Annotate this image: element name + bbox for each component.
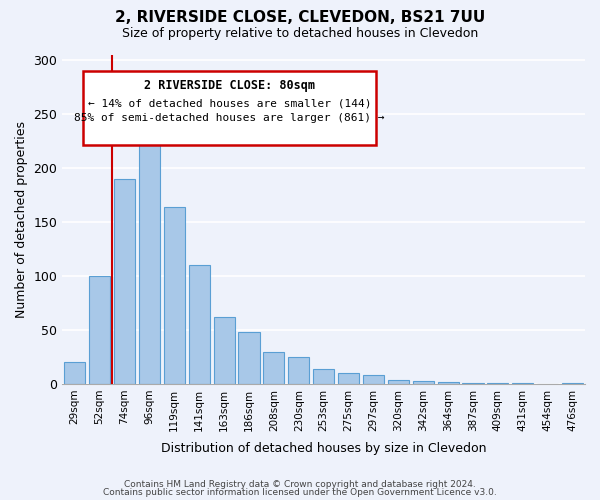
FancyBboxPatch shape	[83, 72, 376, 146]
Bar	[388, 380, 409, 384]
Bar	[413, 380, 434, 384]
Bar	[263, 352, 284, 384]
Bar	[64, 362, 85, 384]
Bar	[363, 376, 384, 384]
Text: 2, RIVERSIDE CLOSE, CLEVEDON, BS21 7UU: 2, RIVERSIDE CLOSE, CLEVEDON, BS21 7UU	[115, 10, 485, 25]
Bar	[463, 383, 484, 384]
Bar	[437, 382, 458, 384]
Bar	[89, 276, 110, 384]
Bar	[288, 357, 310, 384]
Text: 2 RIVERSIDE CLOSE: 80sqm: 2 RIVERSIDE CLOSE: 80sqm	[144, 78, 315, 92]
Bar	[188, 266, 210, 384]
Text: Contains HM Land Registry data © Crown copyright and database right 2024.: Contains HM Land Registry data © Crown c…	[124, 480, 476, 489]
Bar	[164, 207, 185, 384]
X-axis label: Distribution of detached houses by size in Clevedon: Distribution of detached houses by size …	[161, 442, 487, 455]
Bar	[114, 179, 135, 384]
Text: Size of property relative to detached houses in Clevedon: Size of property relative to detached ho…	[122, 28, 478, 40]
Bar	[238, 332, 260, 384]
Bar	[214, 317, 235, 384]
Bar	[139, 123, 160, 384]
Y-axis label: Number of detached properties: Number of detached properties	[15, 121, 28, 318]
Text: ← 14% of detached houses are smaller (144)
85% of semi-detached houses are large: ← 14% of detached houses are smaller (14…	[74, 98, 385, 123]
Bar	[487, 383, 508, 384]
Bar	[313, 369, 334, 384]
Text: Contains public sector information licensed under the Open Government Licence v3: Contains public sector information licen…	[103, 488, 497, 497]
Bar	[562, 383, 583, 384]
Bar	[338, 373, 359, 384]
Bar	[512, 383, 533, 384]
